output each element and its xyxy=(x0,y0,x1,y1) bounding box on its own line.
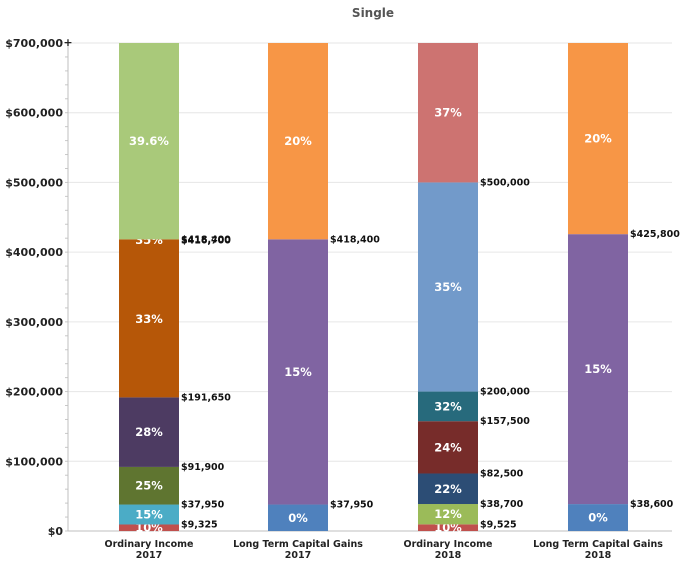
bracket-threshold-labels: $9,325$37,950$91,900$191,650$416,700$418… xyxy=(181,177,680,530)
x-tick-label: 2017 xyxy=(136,550,162,561)
bar-segment xyxy=(568,43,628,235)
bar-segment xyxy=(418,391,478,422)
threshold-label: $157,500 xyxy=(480,416,530,427)
y-tick-label: $400,000 xyxy=(5,246,63,259)
segment-rate-label: 20% xyxy=(284,134,312,148)
bar-segment xyxy=(119,504,179,525)
y-tick-label: $300,000 xyxy=(5,316,63,329)
bar-segment xyxy=(119,240,179,398)
bar-segment xyxy=(418,473,478,505)
threshold-label: $191,650 xyxy=(181,392,231,403)
y-tick-label: $0 xyxy=(48,525,64,538)
threshold-label: $200,000 xyxy=(480,387,530,398)
bar-segment xyxy=(268,504,328,531)
segment-rate-label: 20% xyxy=(584,132,612,146)
segment-rate-label: 37% xyxy=(434,106,462,120)
bar-segment xyxy=(268,43,328,240)
y-tick-label: $500,000 xyxy=(5,176,63,189)
bar-segment xyxy=(268,239,328,505)
x-tick-label: 2018 xyxy=(435,550,462,561)
x-tick-label: Long Term Capital Gains xyxy=(233,539,363,550)
threshold-label: $9,325 xyxy=(181,519,218,530)
bar-segment xyxy=(119,43,179,240)
y-axis-ticks: $0 $100,000 $200,000 $300,000 $400,000 $500,0… xyxy=(5,36,72,538)
segment-rate-label: 0% xyxy=(288,511,308,525)
segment-rate-label: 33% xyxy=(135,312,163,326)
y-tick-label: $100,000 xyxy=(5,455,63,468)
threshold-label: $37,950 xyxy=(181,500,225,511)
segment-rate-label: 22% xyxy=(434,482,462,496)
bar-segment xyxy=(418,421,478,474)
bars: 10%15%25%28%33%35%39.6%0%15%20%10%12%22%… xyxy=(119,43,628,535)
threshold-label: $91,900 xyxy=(181,462,225,473)
x-tick-label: 2018 xyxy=(585,550,612,561)
threshold-label: $82,500 xyxy=(480,468,524,479)
bar-segment xyxy=(418,524,478,531)
segment-rate-label: 15% xyxy=(584,362,612,376)
bar-segment xyxy=(568,504,628,531)
threshold-label: $425,800 xyxy=(630,229,680,240)
segment-rate-label: 25% xyxy=(135,479,163,493)
threshold-label: $38,700 xyxy=(480,499,524,510)
x-tick-label: 2017 xyxy=(285,550,311,561)
threshold-label: $418,400 xyxy=(181,234,231,245)
threshold-label: $37,950 xyxy=(330,500,374,511)
x-tick-label: Ordinary Income xyxy=(105,539,194,550)
y-tick-label: $200,000 xyxy=(5,386,63,399)
segment-rate-label: 28% xyxy=(135,425,163,439)
threshold-label: $416,700 xyxy=(181,236,231,247)
segment-rate-label: 15% xyxy=(135,508,163,522)
x-tick-label: Long Term Capital Gains xyxy=(533,539,663,550)
bar-segment xyxy=(119,239,179,241)
bar-segment xyxy=(418,43,478,183)
segment-rate-label: 24% xyxy=(434,440,462,454)
threshold-label: $38,600 xyxy=(630,499,674,510)
segment-rate-label: 32% xyxy=(434,399,462,413)
bar-segment xyxy=(568,234,628,505)
bar-segment xyxy=(119,397,179,467)
y-axis-max-marker: + xyxy=(63,36,72,49)
bar-segment xyxy=(418,182,478,392)
x-tick-label: Ordinary Income xyxy=(404,539,493,550)
segment-rate-label: 0% xyxy=(588,511,608,525)
threshold-label: $500,000 xyxy=(480,177,530,188)
segment-rate-label: 39.6% xyxy=(129,134,169,148)
segment-rate-label: 35% xyxy=(434,280,462,294)
threshold-label: $9,525 xyxy=(480,519,517,530)
segment-rate-label: 12% xyxy=(434,507,462,521)
y-tick-label: $700,000 xyxy=(5,37,63,50)
y-tick-label: $600,000 xyxy=(5,107,63,120)
bar-segment xyxy=(418,504,478,525)
segment-rate-label: 15% xyxy=(284,365,312,379)
bar-segment xyxy=(119,524,179,531)
threshold-label: $418,400 xyxy=(330,234,380,245)
bar-segment xyxy=(119,466,179,505)
chart-title: Single xyxy=(352,6,394,20)
